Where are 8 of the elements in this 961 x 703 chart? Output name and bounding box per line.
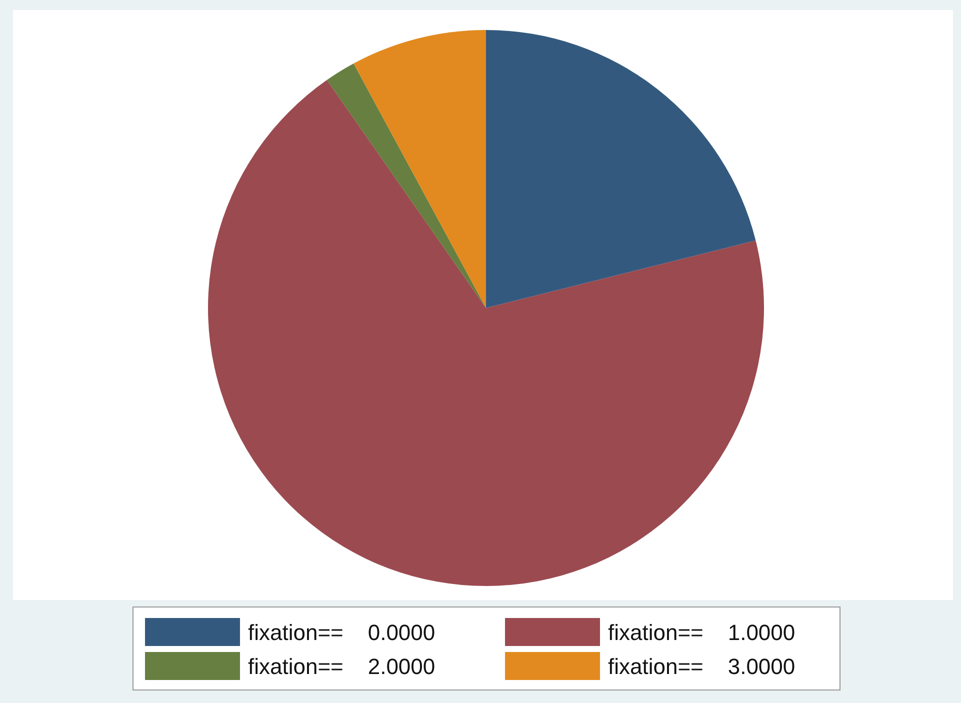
pie-slice bbox=[354, 30, 486, 308]
legend-label: fixation== 2.0000 bbox=[248, 654, 436, 679]
legend-label: fixation== 3.0000 bbox=[608, 654, 796, 679]
legend-label: fixation== 1.0000 bbox=[608, 620, 796, 645]
pie-slice bbox=[486, 30, 756, 308]
pie-slice bbox=[326, 64, 486, 308]
pie-slice bbox=[208, 80, 764, 586]
legend-label: fixation== 0.0000 bbox=[248, 620, 436, 645]
